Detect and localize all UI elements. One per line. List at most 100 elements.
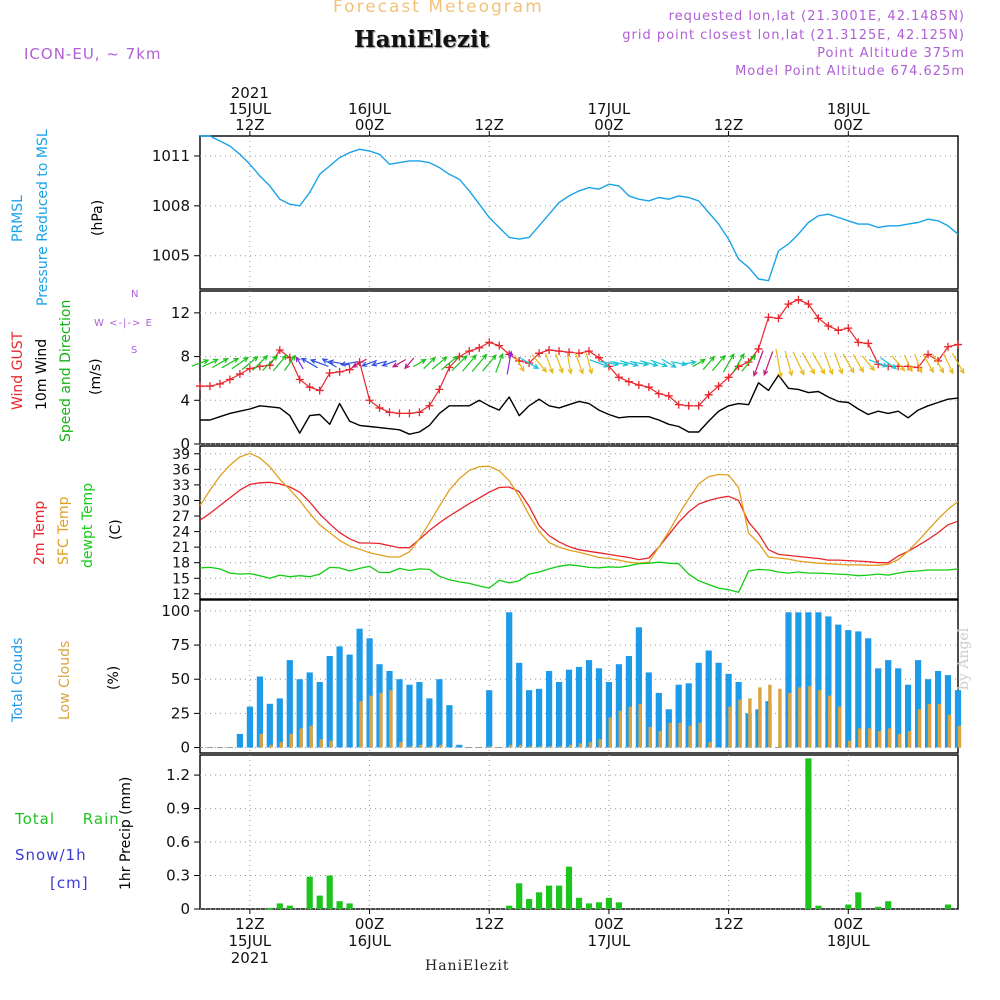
gust-marker [744, 358, 753, 367]
gust-marker [485, 338, 494, 347]
low-cloud-bar [628, 706, 632, 748]
y-tick-label: 0.6 [166, 833, 190, 851]
compass-south: S [131, 345, 138, 356]
low-cloud-bar [678, 722, 682, 748]
wind-direction-arrow [272, 354, 288, 372]
total-cloud-bar [795, 612, 802, 748]
wind-direction-arrow [702, 355, 715, 370]
bottom-time-label: 00Z [834, 915, 863, 933]
rain-bar [546, 885, 553, 909]
total-cloud-bar [825, 616, 832, 748]
total-cloud-bar [436, 679, 443, 748]
wind-direction-arrow [585, 352, 594, 375]
gust-marker [465, 347, 474, 356]
bottom-time-label: 12Z [714, 915, 743, 933]
point-altitude: Point Altitude 375m [817, 46, 965, 61]
closest-coords: grid point closest lon,lat (21.3125E, 42… [622, 28, 965, 43]
low-cloud-bar [588, 742, 593, 748]
gust-marker [395, 409, 404, 418]
y-tick-label: 0 [180, 900, 190, 918]
wind-label-10m: 10m Wind [34, 338, 50, 410]
gust-marker [594, 353, 603, 362]
precip-label-snow-unit: [cm] [50, 874, 89, 892]
total-cloud-bar [865, 638, 872, 748]
low-cloud-bar [887, 728, 892, 748]
wind-direction-arrow [284, 354, 296, 371]
gust-marker [854, 338, 863, 347]
wind-direction-arrow [880, 357, 898, 370]
low-cloud-bar [668, 722, 672, 748]
wind-direction-arrow [391, 358, 407, 368]
total-cloud-bar [885, 660, 892, 748]
pressure-unit: (hPa) [90, 199, 106, 236]
wind-direction-arrow [351, 358, 367, 368]
total-cloud-bar [615, 664, 622, 748]
top-time-label: 15JUL [228, 100, 271, 118]
low-cloud-bar [508, 744, 513, 748]
rain-bar [346, 903, 353, 909]
total-cloud-bar [306, 672, 313, 748]
gust-marker [694, 401, 703, 410]
low-cloud-bar [439, 744, 443, 748]
rain-bar [805, 758, 812, 909]
y-tick-label: 0 [180, 739, 190, 757]
panel-frame-clouds [199, 599, 959, 754]
total-cloud-bar [815, 612, 822, 748]
total-cloud-bar [366, 638, 373, 748]
panel-frame-pressure [199, 135, 959, 290]
total-cloud-bar [556, 682, 563, 748]
total-cloud-bar [456, 744, 463, 748]
total-cloud-bar [316, 682, 323, 748]
precip-label-snow: Snow/1h [15, 846, 87, 864]
total-cloud-bar [246, 706, 253, 748]
wind-direction-arrow [300, 357, 318, 369]
panel-frame-wind [199, 290, 959, 445]
total-cloud-bar [655, 692, 662, 748]
total-cloud-bar [915, 660, 922, 748]
wind-direction-arrow [566, 352, 573, 375]
wind-direction-arrow [868, 359, 889, 368]
total-cloud-bar [685, 683, 692, 748]
gust-marker [944, 342, 953, 351]
gust-marker [495, 341, 504, 350]
low-cloud-bar [798, 687, 802, 748]
total-cloud-bar [506, 612, 513, 748]
low-cloud-bar [748, 698, 752, 748]
clouds-unit: (%) [106, 665, 122, 690]
low-cloud-bar [927, 703, 932, 748]
total-cloud-bar [585, 660, 593, 748]
wind-direction-arrow [922, 353, 934, 374]
rain-bar [276, 903, 283, 909]
y-tick-label: 75 [171, 636, 190, 654]
total-cloud-bar [875, 668, 882, 748]
gust-marker [215, 379, 224, 388]
footer-location: HaniElezit [425, 958, 510, 974]
total-cloud-bar [336, 646, 343, 748]
bottom-time-label: 16JUL [348, 932, 391, 950]
temp-dewpoint-line [199, 561, 959, 593]
wind-direction-arrow [191, 359, 210, 367]
wind-direction-arrow [692, 358, 707, 368]
low-cloud-bar [828, 695, 832, 748]
gust-marker [654, 389, 663, 398]
rain-bar [266, 907, 273, 910]
top-time-label: 12Z [235, 116, 264, 134]
wind-direction-arrow [852, 354, 864, 373]
wind-direction-arrow [519, 357, 540, 369]
low-cloud-bar [329, 740, 333, 748]
wind-direction-arrow [784, 350, 794, 377]
y-tick-label: 33 [172, 478, 190, 494]
gust-marker [684, 401, 693, 410]
y-tick-label: 24 [172, 525, 190, 541]
gust-marker [834, 326, 843, 335]
total-cloud-bar [695, 662, 702, 748]
total-cloud-bar [675, 684, 682, 748]
temp-label-dewpt: dewpt Temp [80, 482, 96, 568]
rain-bar [326, 875, 333, 909]
gust-marker [774, 314, 783, 323]
rain-bar [506, 905, 513, 909]
bottom-time-label: 00Z [355, 915, 384, 933]
wind-direction-arrow [752, 350, 764, 378]
gust-marker [295, 375, 304, 384]
